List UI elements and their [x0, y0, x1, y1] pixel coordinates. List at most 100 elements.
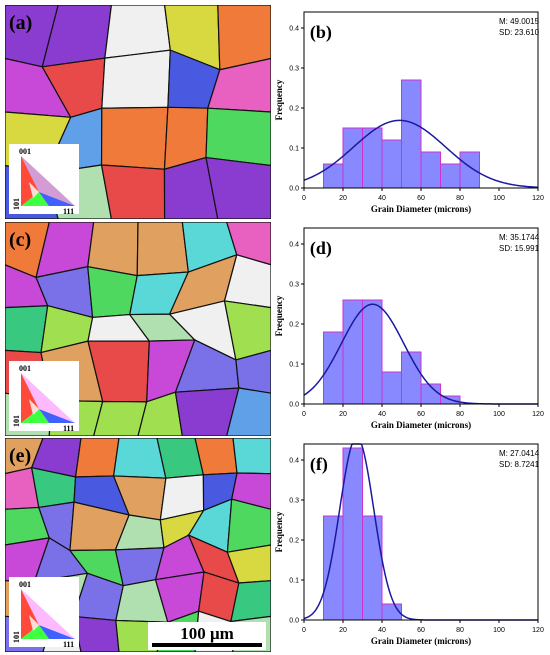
- x-tick-label: 20: [339, 627, 347, 634]
- panel-label: (b): [310, 22, 332, 43]
- panel-label: (d): [310, 238, 332, 259]
- y-tick-label: 0.3: [289, 66, 299, 73]
- histogram-svg: 0 20 40 60 80 100 120 0.0 0.1 0.2 0.3 0.4 Grain Diam…: [274, 227, 544, 430]
- ebsd-map-c: (c) 001 101 111: [5, 222, 271, 436]
- grain: [72, 615, 120, 652]
- scale-bar-line: [152, 643, 262, 647]
- grain: [235, 349, 271, 394]
- ipf-label-top: 001: [19, 147, 31, 156]
- y-tick-label: 0.4: [289, 26, 299, 33]
- x-axis-label: Grain Diameter (microns): [371, 204, 471, 214]
- stats-sd: SD: 23.610: [499, 28, 540, 37]
- ipf-key: 001 101 111: [9, 577, 79, 649]
- grain: [163, 156, 219, 219]
- grain: [100, 164, 166, 219]
- histogram-bar: [342, 299, 363, 405]
- histogram-svg: 0 20 40 60 80 100 120 0.0 0.1 0.2 0.3 0.4 Grain Diam…: [274, 443, 544, 646]
- y-tick-label: 0.3: [289, 498, 299, 505]
- x-tick-label: 60: [417, 195, 425, 202]
- grain: [174, 387, 240, 436]
- grain: [87, 265, 138, 319]
- ipf-label-left: 101: [12, 631, 21, 643]
- x-tick-label: 120: [532, 411, 544, 418]
- grain: [226, 222, 271, 266]
- x-axis-label: Grain Diameter (microns): [371, 636, 471, 646]
- grain: [93, 400, 148, 436]
- grain: [223, 300, 271, 361]
- scale-bar-label: 100 μm: [180, 624, 234, 643]
- histogram-bar: [420, 151, 441, 189]
- grain: [104, 5, 171, 59]
- normal-fit-curve: [303, 119, 539, 189]
- x-axis-label: Grain Diameter (microns): [371, 420, 471, 430]
- histogram-bar: [401, 79, 422, 189]
- y-axis-label: Frequency: [274, 511, 284, 552]
- histogram-bar: [440, 163, 461, 189]
- ebsd-map-e: (e) 001 101 111: [5, 438, 271, 652]
- ipf-label-top: 001: [19, 364, 31, 373]
- x-tick-label: 80: [456, 195, 464, 202]
- y-axis-label: Frequency: [274, 79, 284, 120]
- grain: [101, 49, 171, 109]
- x-tick-label: 0: [302, 411, 306, 418]
- x-tick-label: 40: [378, 411, 386, 418]
- y-tick-label: 0.2: [289, 538, 299, 545]
- x-tick-label: 80: [456, 627, 464, 634]
- grain: [205, 156, 271, 219]
- grain: [223, 254, 271, 309]
- x-tick-label: 100: [493, 411, 505, 418]
- y-axis-label: Frequency: [274, 295, 284, 336]
- y-tick-label: 0.1: [289, 578, 299, 585]
- histogram-bar: [323, 515, 344, 621]
- grain: [230, 472, 271, 510]
- histogram-bar: [323, 331, 344, 405]
- x-tick-label: 40: [378, 195, 386, 202]
- x-tick-label: 80: [456, 411, 464, 418]
- y-tick-label: 0.4: [289, 458, 299, 465]
- ipf-label-left: 101: [12, 198, 21, 210]
- panel-label: (a): [9, 12, 32, 34]
- histogram-b: 0 20 40 60 80 100 120 0.0 0.1 0.2 0.3 0.4 Grain Diam…: [272, 2, 550, 220]
- grain: [226, 387, 271, 436]
- grain: [226, 498, 271, 553]
- stats-mean: M: 35.1744: [499, 233, 540, 242]
- y-tick-label: 0.0: [289, 618, 299, 625]
- stats-sd: SD: 15.991: [499, 244, 540, 253]
- ipf-label-left: 101: [12, 415, 21, 427]
- x-tick-label: 120: [532, 195, 544, 202]
- grain: [217, 5, 271, 71]
- y-tick-label: 0.0: [289, 402, 299, 409]
- ebsd-map-a: (a) 001 101 111: [5, 5, 271, 219]
- panel-label: (c): [9, 229, 31, 251]
- x-tick-label: 40: [378, 627, 386, 634]
- histogram-bar: [342, 127, 363, 189]
- grain: [100, 106, 169, 170]
- x-tick-label: 0: [302, 195, 306, 202]
- grain: [136, 222, 190, 277]
- panel-label: (f): [310, 454, 328, 475]
- ipf-label-right: 111: [63, 207, 74, 216]
- stats-mean: M: 49.0015: [499, 17, 540, 26]
- grain: [230, 580, 271, 623]
- histogram-f: 0 20 40 60 80 100 120 0.0 0.1 0.2 0.3 0.4 Grain Diam…: [272, 434, 550, 652]
- x-tick-label: 20: [339, 195, 347, 202]
- ipf-label-right: 111: [63, 640, 74, 649]
- histogram-d: 0 20 40 60 80 100 120 0.0 0.1 0.2 0.3 0.4 Grain Diam…: [272, 218, 550, 436]
- x-tick-label: 100: [493, 627, 505, 634]
- histogram-bar: [323, 163, 344, 189]
- x-tick-label: 0: [302, 627, 306, 634]
- x-tick-label: 120: [532, 627, 544, 634]
- histogram-bar: [362, 299, 383, 405]
- y-tick-label: 0.1: [289, 146, 299, 153]
- histogram-bar: [381, 371, 402, 405]
- y-tick-label: 0.0: [289, 186, 299, 193]
- y-tick-label: 0.4: [289, 242, 299, 249]
- stats-mean: M: 27.0414: [499, 449, 540, 458]
- histogram-bar: [459, 151, 480, 189]
- histogram-bar: [362, 515, 383, 621]
- x-tick-label: 20: [339, 411, 347, 418]
- histogram-bar: [401, 351, 422, 405]
- scale-bar: 100 μm: [148, 622, 266, 650]
- ebsd-image: (a) 001 101 111: [5, 5, 271, 219]
- grain: [226, 544, 271, 584]
